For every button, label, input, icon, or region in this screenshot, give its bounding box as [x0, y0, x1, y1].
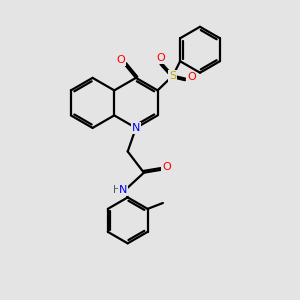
Text: O: O	[187, 72, 196, 82]
Text: S: S	[169, 71, 176, 81]
Text: H: H	[113, 185, 121, 195]
Text: O: O	[116, 55, 125, 65]
Text: N: N	[132, 123, 140, 133]
Text: O: O	[162, 162, 171, 172]
Text: O: O	[156, 53, 165, 63]
Text: N: N	[119, 185, 127, 195]
